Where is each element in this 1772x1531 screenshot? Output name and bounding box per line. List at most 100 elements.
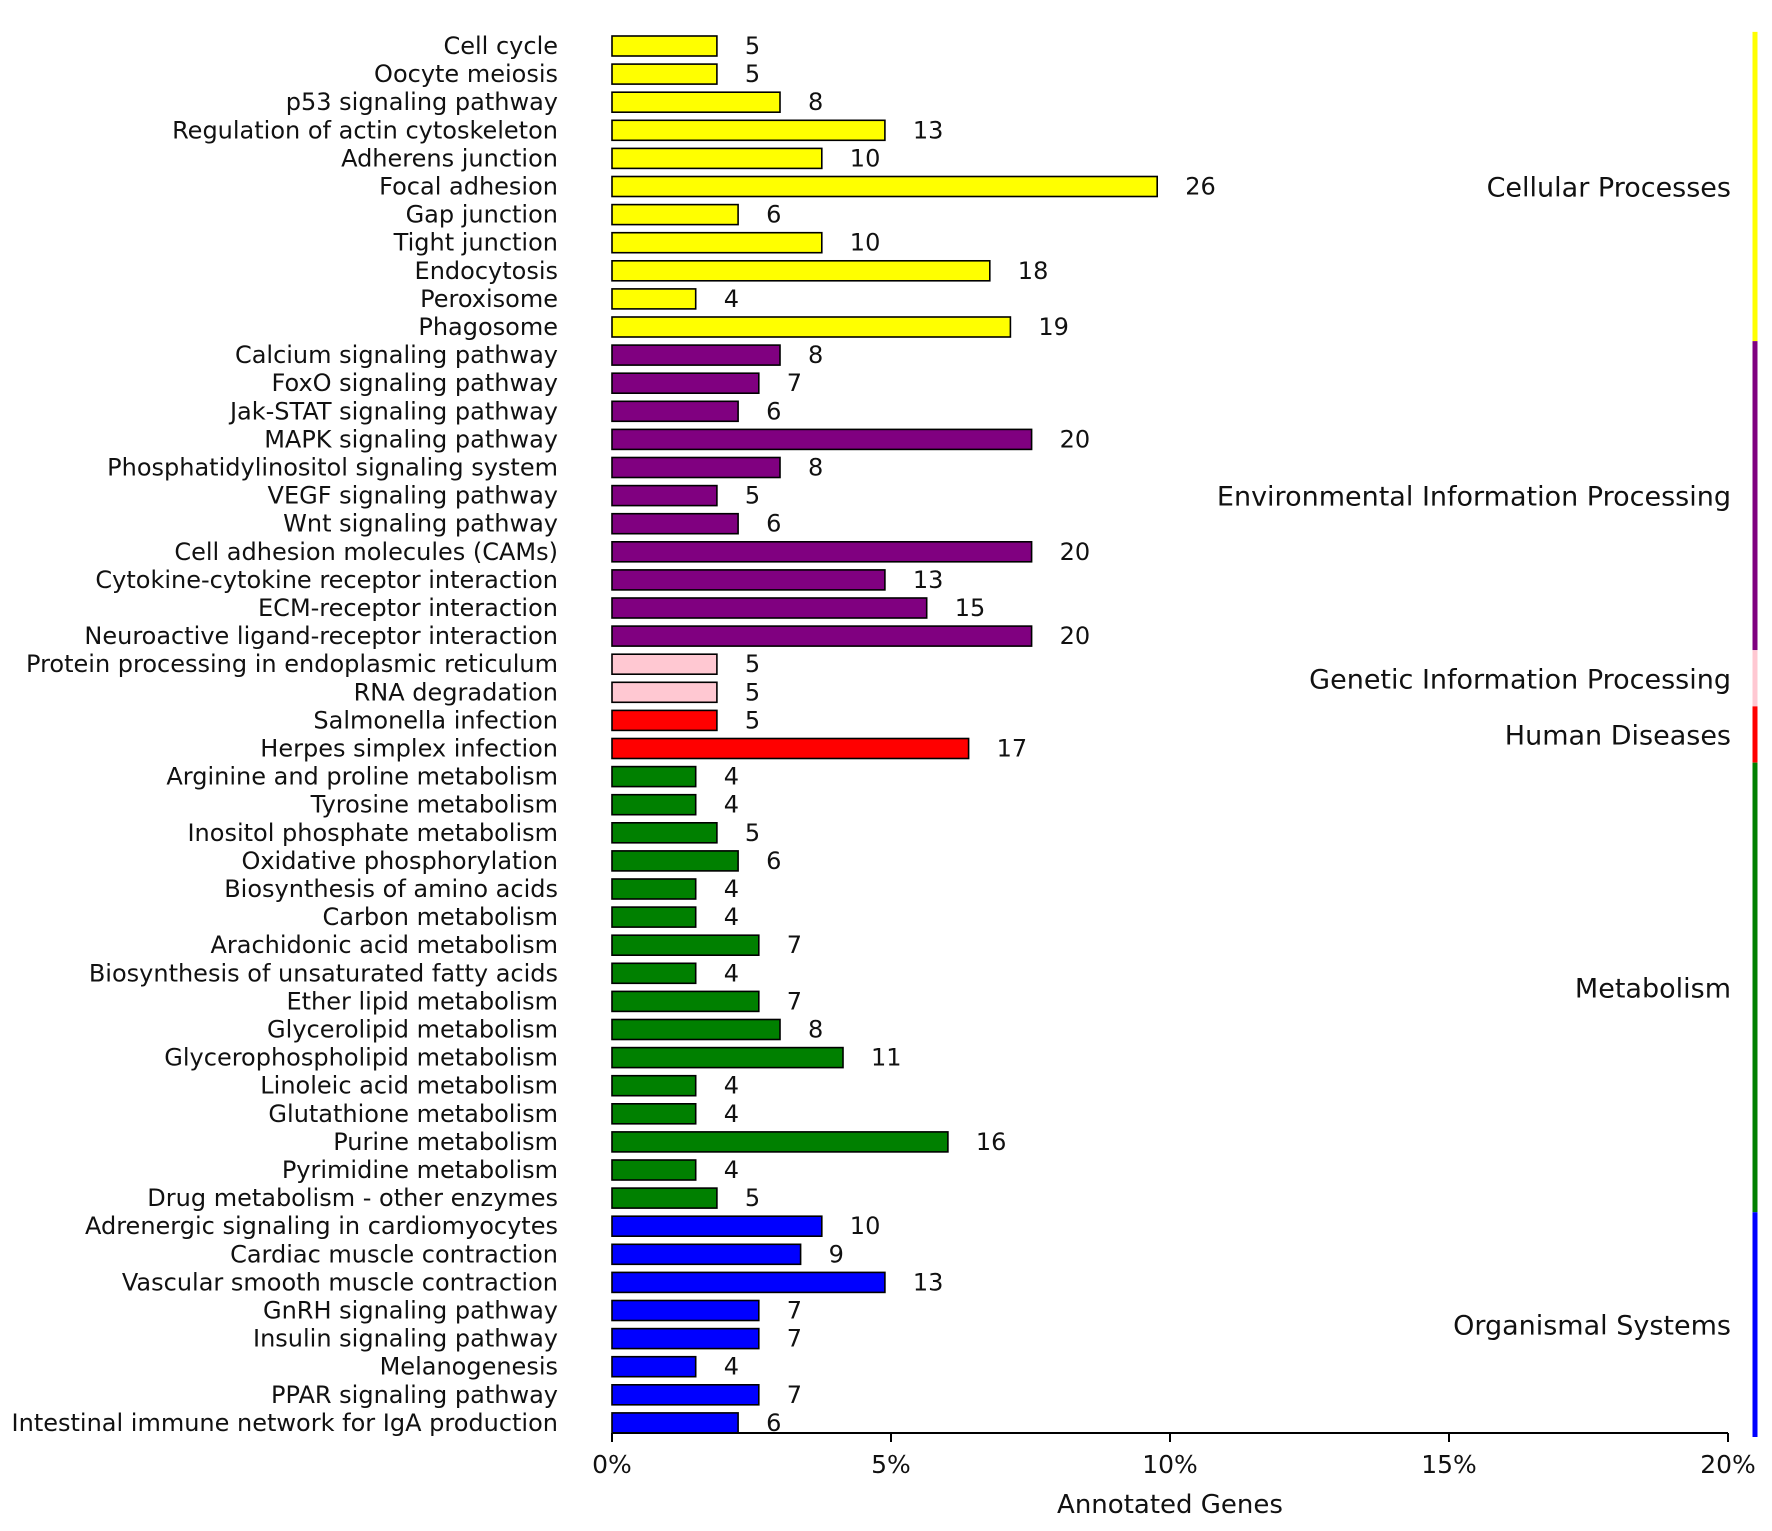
category-label: Glycerolipid metabolism [267,1016,558,1044]
bar [611,288,697,310]
category-label: RNA degradation [354,678,558,706]
group-brackets-layer: Cellular Processes Environmental Informat… [1217,31,1758,1437]
bar [611,372,760,395]
bar [611,850,739,872]
value-label: 6 [766,847,781,875]
bar [611,906,697,928]
bar [611,1215,823,1237]
value-label: 4 [724,285,739,313]
category-label: Jak-STAT signaling pathway [228,397,558,425]
category-label: Wnt signaling pathway [283,510,558,538]
value-label: 7 [787,987,802,1015]
value-label: 8 [808,341,823,369]
bar [611,1131,949,1153]
bar [611,259,991,282]
bar [611,63,718,85]
value-label: 8 [808,454,823,482]
bar [611,231,823,254]
value-label: 10 [850,1212,881,1240]
category-label: Cell cycle [443,32,558,60]
group-label: Metabolism [1575,973,1731,1004]
category-label: Insulin signaling pathway [253,1325,558,1353]
value-label: 6 [766,510,781,538]
category-label: Regulation of actin cytoskeleton [172,116,558,144]
bar [611,147,823,170]
value-label: 4 [724,959,739,987]
group-label: Environmental Information Processing [1217,482,1731,513]
bar [611,540,1033,563]
category-label: Adherens junction [341,144,558,172]
category-label: Salmonella infection [313,706,558,734]
bar [611,119,886,142]
value-label: 7 [787,369,802,397]
category-label: Adrenergic signaling in cardiomyocytes [85,1212,558,1240]
category-label: Arginine and proline metabolism [166,763,558,791]
value-label: 4 [724,875,739,903]
category-label: Focal adhesion [379,173,558,201]
bar [611,203,739,226]
bar [611,316,1012,338]
value-label: 20 [1060,425,1091,453]
x-axis-title: Annotated Genes [1057,1490,1283,1520]
value-label: 7 [787,1325,802,1353]
value-label: 4 [724,763,739,791]
bar [611,653,718,676]
bar [611,512,739,535]
value-label: 6 [766,201,781,229]
value-label: 16 [976,1128,1007,1156]
category-label: PPAR signaling pathway [271,1381,558,1409]
value-label: 9 [829,1240,844,1268]
bar [611,91,781,113]
value-label: 26 [1185,173,1216,201]
category-label: Inositol phosphate metabolism [187,819,558,847]
bar [611,821,718,844]
value-label: 13 [913,566,944,594]
bar [611,456,781,479]
value-label: 4 [724,1156,739,1184]
value-label: 5 [745,650,760,678]
category-label: Vascular smooth muscle contraction [122,1268,558,1296]
bar [611,709,718,732]
bar [611,400,739,423]
bar [611,1271,886,1294]
category-label: Biosynthesis of unsaturated fatty acids [89,959,558,987]
category-label: Tyrosine metabolism [310,791,558,819]
x-axis: 0% 5% 10% 15% 20% Annotated Genes [592,1432,1756,1520]
category-label: Herpes simplex infection [260,735,558,763]
bar [611,1412,739,1434]
bar [611,1103,697,1125]
bar [611,1046,844,1069]
bar [611,175,1159,198]
x-tick-label: 15% [1421,1450,1477,1479]
value-label: 5 [745,706,760,734]
category-label: p53 signaling pathway [286,88,558,116]
value-label: 5 [745,819,760,847]
category-label: Phagosome [418,313,558,341]
bar [611,737,970,760]
bar [611,569,886,591]
bars-layer [611,35,1159,1434]
value-label: 5 [745,60,760,88]
category-label: Purine metabolism [333,1128,558,1156]
bar [611,793,697,816]
value-label: 5 [745,482,760,510]
category-label: Phosphatidylinositol signaling system [107,454,558,482]
category-label: Tight junction [393,229,558,257]
bar [611,597,928,619]
bar [611,1355,697,1378]
value-label: 7 [787,931,802,959]
category-label: Ether lipid metabolism [286,987,558,1015]
bar [611,1299,760,1322]
category-label: Endocytosis [415,257,558,285]
value-label: 13 [913,116,944,144]
bar [611,962,697,985]
value-label: 4 [724,903,739,931]
category-label: ECM-receptor interaction [258,594,558,622]
value-label: 7 [787,1297,802,1325]
group-label: Genetic Information Processing [1309,664,1731,695]
group-label: Human Diseases [1505,721,1731,752]
group-label: Cellular Processes [1487,173,1731,204]
value-label: 6 [766,1409,781,1437]
